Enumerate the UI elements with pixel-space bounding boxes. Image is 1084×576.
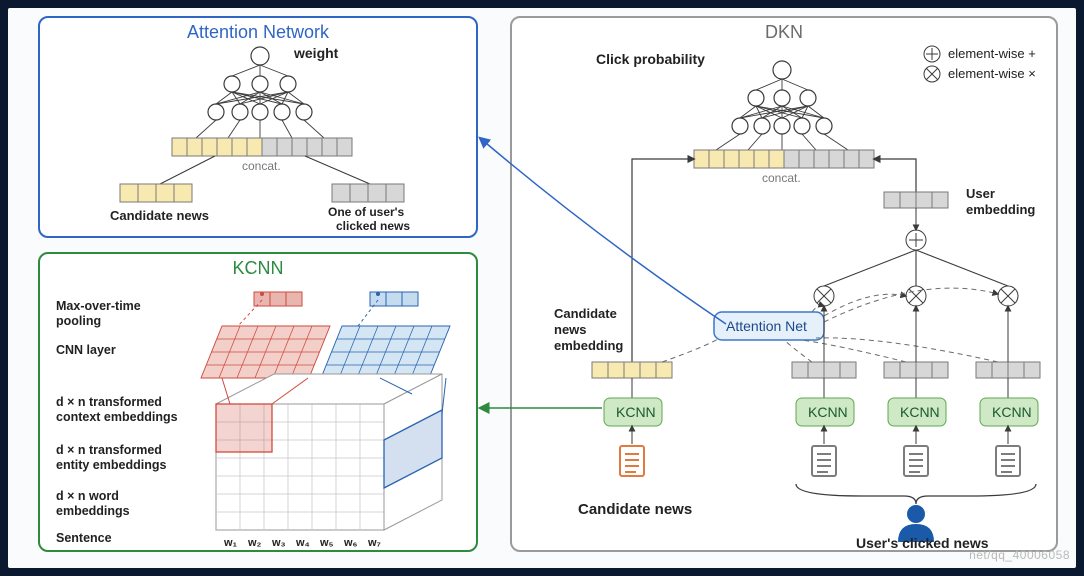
svg-text:w₆: w₆: [343, 537, 358, 549]
brace: [796, 484, 1036, 504]
weight-label: weight: [293, 45, 339, 61]
kcnn-label-sentence: Sentence: [56, 531, 112, 545]
plus-node: [906, 230, 926, 250]
kcnn-box-3: KCNN: [992, 404, 1032, 420]
kcnn-label-pool1: Max-over-time: [56, 299, 141, 313]
times-nodes: [814, 286, 1018, 306]
user-embedding-vec: [884, 192, 948, 208]
canvas: Attention Network weight: [8, 8, 1076, 568]
kcnn-label-pool2: pooling: [56, 314, 101, 328]
svg-text:w₅: w₅: [319, 537, 334, 549]
attn-box-text: Attention Net: [726, 318, 807, 334]
dkn-panel: DKN element-wise + element-wise × Click …: [510, 16, 1058, 552]
pooling-bars: [254, 292, 418, 306]
user-clicked-l2: clicked news: [336, 219, 410, 233]
kcnn-box-2: KCNN: [900, 404, 940, 420]
kcnn-boxes: KCNN KCNN KCNN KCNN: [604, 398, 1038, 426]
kcnn-label-ent1: d × n transformed: [56, 443, 162, 457]
cand-emb-l3: embedding: [554, 338, 623, 353]
kcnn-box-0: KCNN: [616, 404, 656, 420]
dkn-title: DKN: [512, 18, 1056, 43]
kcnn-label-cnn: CNN layer: [56, 343, 116, 357]
watermark: net/qq_40006058: [969, 548, 1070, 562]
legend-times-text: element-wise ×: [948, 66, 1036, 81]
kcnn-label-ctx1: d × n transformed: [56, 395, 162, 409]
kcnn-label-word2: embeddings: [56, 504, 130, 518]
kcnn-label-ctx2: context embeddings: [56, 410, 178, 424]
kcnn-label-word1: d × n word: [56, 489, 119, 503]
attention-diagram: weight: [40, 18, 480, 240]
doc-icons: [620, 446, 1020, 476]
kcnn-label-ent2: entity embeddings: [56, 458, 166, 472]
cand-emb-l2: news: [554, 322, 587, 337]
clicked-vecs: [792, 362, 1040, 378]
attn-dashed-edges: [812, 288, 998, 322]
attention-mlp-nodes: [208, 47, 312, 120]
attention-mlp-edges: [196, 65, 324, 138]
svg-text:w₇: w₇: [367, 537, 381, 549]
word-tokens: w₁ w₂ w₃ w₄ w₅ w₆ w₇: [223, 537, 381, 549]
svg-text:w₂: w₂: [247, 537, 262, 549]
legend: element-wise + element-wise ×: [924, 46, 1036, 82]
cand-news-label: Candidate news: [578, 501, 692, 518]
candidate-embedding: Candidate news embedding: [554, 306, 672, 378]
cand-emb-l1: Candidate: [554, 306, 617, 321]
svg-text:w₁: w₁: [223, 537, 238, 549]
svg-text:w₄: w₄: [295, 537, 310, 549]
attention-net-box: Attention Net: [714, 312, 824, 340]
dkn-mlp-edges: [716, 79, 848, 150]
user-emb-l2: embedding: [966, 202, 1035, 217]
user-clicked-l1: One of user's: [328, 205, 405, 219]
dkn-concat-label: concat.: [762, 171, 801, 185]
candidate-news-vec: [120, 184, 192, 202]
attn-dashed-inputs: [662, 338, 998, 362]
legend-plus-text: element-wise +: [948, 46, 1036, 61]
click-prob-label: Click probability: [596, 51, 705, 67]
kcnn-panel: KCNN Max-over-time pooling CNN layer d ×…: [38, 252, 478, 552]
candidate-news-label: Candidate news: [110, 208, 209, 223]
attention-network-panel: Attention Network weight: [38, 16, 478, 238]
cnn-feature-maps: [201, 300, 450, 378]
attention-title: Attention Network: [40, 18, 476, 43]
attention-concat-bar: [172, 138, 352, 156]
dkn-mlp-nodes: [732, 61, 832, 134]
clicked-news-vec: [332, 184, 404, 202]
dkn-diagram: element-wise + element-wise × Click prob…: [512, 18, 1060, 554]
kcnn-diagram: Max-over-time pooling CNN layer d × n tr…: [40, 254, 480, 554]
svg-text:w₃: w₃: [271, 537, 286, 549]
user-emb-l1: User: [966, 186, 995, 201]
kcnn-title: KCNN: [40, 254, 476, 279]
dkn-concat-bar: [694, 150, 874, 168]
person-icon: [898, 505, 934, 542]
attention-concat-label: concat.: [242, 159, 281, 173]
kcnn-box-1: KCNN: [808, 404, 848, 420]
embedding-cube: [216, 374, 446, 530]
